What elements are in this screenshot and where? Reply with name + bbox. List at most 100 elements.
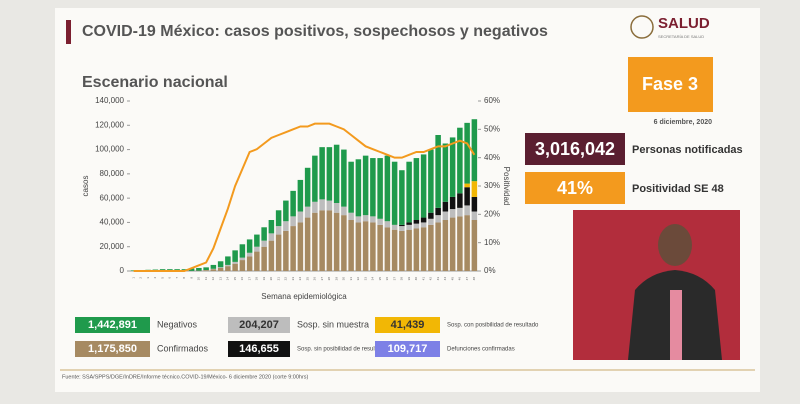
x-tick-label: 11 [204,277,208,280]
x-tick-label: 10 [197,277,201,281]
bar-segment [391,229,398,271]
bar-segment [406,224,412,230]
bar-segment [283,221,289,231]
x-tick-label: 46 [458,277,462,281]
x-tick-label: 26 [313,277,317,281]
x-tick-label: 5 [160,277,164,279]
chart: 0 20,000 40,000 60,000 80,000 100,000 120,000 1… [81,96,511,301]
bar-segment [464,205,470,216]
bar-segment [428,149,434,213]
legend-label: Defunciones confirmadas [447,347,515,353]
x-tick-label: 29 [334,277,338,281]
bar-segment [333,212,340,271]
x-tick-label: 35 [378,277,382,281]
y2-tick-label: 30% [484,181,500,190]
bar-segment [449,196,456,210]
bar-segment [413,220,420,224]
x-tick-label: 45 [450,277,454,281]
positivity-text: Positividad SE 48 [632,183,724,195]
x-tick-label: 9 [189,277,193,279]
bar-segment [464,183,470,188]
brand: SALUD [658,15,710,32]
legend-total: 1,442,891 [88,319,137,331]
legend-label: Sosp. con posibilidad de resultado [447,323,539,329]
bar-segment [457,216,463,271]
bar-segment [457,207,463,217]
x-tick-label: 19 [262,277,266,281]
bar-segment [232,250,238,262]
bar-segment [246,239,253,253]
x-tick-label: 3 [146,277,150,279]
bar-segment [370,216,376,223]
bar-segment [449,137,456,197]
bar-segment [341,215,347,271]
bar-segment [283,230,289,271]
x-tick-label: 20 [269,277,273,281]
bar-segment [449,209,456,218]
bar-segment [297,179,304,212]
y-tick-label: 80,000 [100,169,125,178]
bar-segment [312,201,318,213]
bar-segment [333,144,340,203]
bar-segment [428,212,434,219]
summary-legend: 1,442,891 Negativos 204,207 Sosp. sin muest… [75,317,539,357]
x-tick-label: 6 [168,277,172,279]
bar-segment [254,246,260,252]
bar-segment [239,260,246,271]
x-tick-label: 12 [211,277,215,281]
legend-label: Confirmados [157,343,209,353]
bar-segment [471,181,478,197]
y-tick-label: 140,000 [95,96,124,105]
bar-segment [304,206,311,218]
bar-segment [319,210,325,271]
bar-segment [370,158,376,217]
bar-segment [275,226,282,235]
positivity-line [133,122,476,272]
bar-segment [217,267,224,271]
x-tick-label: 40 [414,277,418,281]
logo-emblem [630,15,654,39]
bar-segment [464,215,470,271]
legend-total: 204,207 [239,319,279,331]
bar-segment [319,199,325,211]
bar-segment [225,266,231,271]
bar-segment [442,201,449,212]
bar-segment [239,244,246,258]
bar-segment [377,158,383,219]
x-tick-label: 1 [131,277,135,279]
legend-label: Sosp. sin posibilidad de resultado [297,347,387,353]
bar-segment [377,224,383,271]
date: 6 diciembre, 2020 [654,119,712,126]
bar-segment [304,217,311,271]
legend-label: Negativos [157,319,198,329]
x-tick-label: 43 [436,277,440,281]
bar-segment [413,228,420,271]
bar-segment [341,206,347,216]
interpreter-head [658,224,692,266]
y-tick-label: 60,000 [100,193,125,202]
bar-segment [362,215,369,222]
bar-segment [399,170,405,225]
x-tick-label: 14 [226,277,230,281]
bar-segment [471,119,478,182]
bar-segment [275,210,282,227]
legend-swatch [75,341,150,357]
x-tick-label: 37 [392,277,396,281]
y-tick-label: 20,000 [100,242,125,251]
x-tick-label: 15 [233,277,237,281]
bar-segment [420,154,427,218]
bar-segment [428,218,434,225]
bar-segment [319,147,325,200]
bar-segment [362,155,369,216]
y-axis-label: casos [81,176,90,197]
bar-segment [203,270,209,271]
y-tick-label: 120,000 [95,120,124,129]
x-tick-label: 16 [240,277,244,281]
legend-swatch [375,341,440,357]
title-accent [66,20,71,44]
y2-tick-label: 10% [484,238,500,247]
x-tick-label: 42 [429,277,433,281]
bar-segment [217,267,224,268]
bar-segment [435,207,441,216]
x-tick-label: 4 [153,277,157,279]
